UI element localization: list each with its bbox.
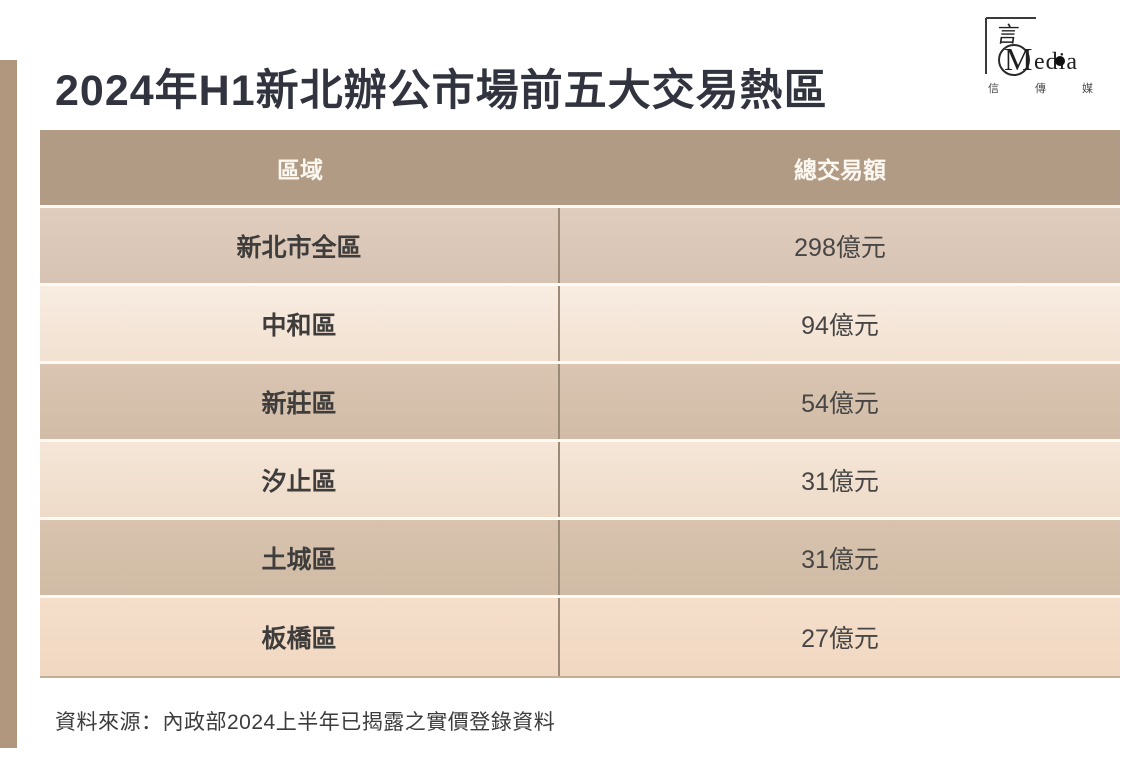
table-row-xizhi: 汐止區 31億元 bbox=[40, 442, 1120, 520]
amount-cell: 31億元 bbox=[801, 467, 879, 496]
region-cell: 汐止區 bbox=[40, 442, 561, 517]
amount-cell: 94億元 bbox=[801, 311, 879, 340]
cmedia-logo: 言 M edia 信傳媒 bbox=[972, 12, 1122, 100]
left-accent-bar bbox=[0, 60, 17, 748]
table-row-tucheng: 土城區 31億元 bbox=[40, 520, 1120, 598]
table-row-banqiao: 板橋區 27億元 bbox=[40, 598, 1120, 676]
table-row-newtaipei-all: 新北市全區 298億元 bbox=[40, 208, 1120, 286]
column-header-region: 區域 bbox=[277, 156, 323, 183]
table-row-zhonghe: 中和區 94億元 bbox=[40, 286, 1120, 364]
region-cell: 中和區 bbox=[40, 286, 561, 361]
amount-cell: 31億元 bbox=[801, 545, 879, 574]
table-header-row: 區域 總交易額 bbox=[40, 130, 1120, 208]
region-cell: 新北市全區 bbox=[40, 208, 561, 283]
region-cell: 土城區 bbox=[40, 520, 561, 595]
transactions-table: 區域 總交易額 新北市全區 298億元 中和區 94億元 新莊區 54億元 汐止… bbox=[40, 130, 1120, 678]
region-cell: 新莊區 bbox=[40, 364, 561, 439]
amount-cell: 27億元 bbox=[801, 625, 879, 653]
amount-cell: 298億元 bbox=[794, 233, 886, 262]
logo-yan-glyph: 言 bbox=[995, 22, 1021, 48]
logo-cjk-name: 信傳媒 bbox=[988, 82, 1122, 95]
column-header-amount: 總交易額 bbox=[794, 156, 886, 183]
cmedia-logo-icon: 言 M edia 信傳媒 bbox=[985, 17, 1122, 95]
region-cell: 板橋區 bbox=[40, 598, 561, 676]
page-title: 2024年H1新北辦公市場前五大交易熱區 bbox=[55, 67, 828, 115]
amount-cell: 54億元 bbox=[801, 389, 879, 418]
source-note: 資料來源：內政部2024上半年已揭露之實價登錄資料 bbox=[55, 711, 556, 734]
table-row-xinzhuang: 新莊區 54億元 bbox=[40, 364, 1120, 442]
logo-m-letter: M bbox=[1004, 41, 1032, 77]
